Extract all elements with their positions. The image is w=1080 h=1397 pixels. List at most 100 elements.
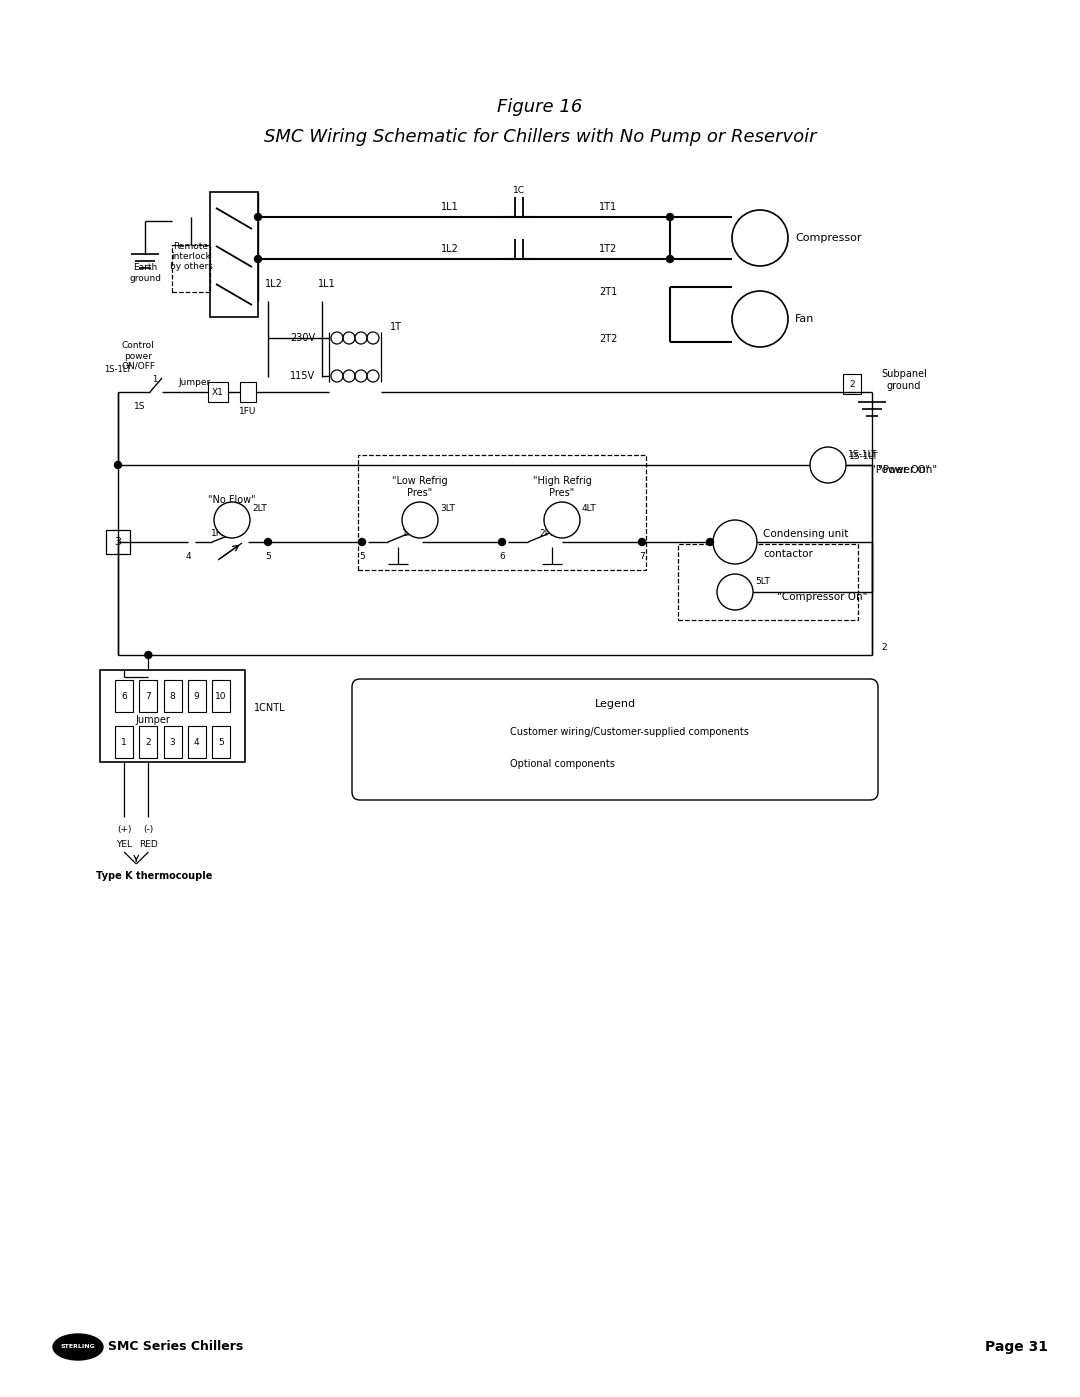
Circle shape: [114, 461, 121, 468]
Text: 8: 8: [170, 692, 175, 700]
Bar: [163, 726, 181, 759]
Text: YEL: YEL: [117, 840, 132, 848]
Circle shape: [732, 291, 788, 346]
Text: 4LT: 4LT: [582, 503, 597, 513]
Bar: [208, 381, 228, 402]
Text: "No Flow": "No Flow": [208, 495, 256, 504]
Bar: [116, 680, 133, 712]
Text: 4: 4: [193, 738, 200, 746]
Text: 1S-1LT: 1S-1LT: [848, 450, 878, 458]
Text: 115V: 115V: [289, 372, 315, 381]
Text: RED: RED: [139, 840, 158, 848]
Text: Page 31: Page 31: [985, 1340, 1048, 1354]
Text: Customer wiring/Customer-supplied components: Customer wiring/Customer-supplied compon…: [510, 726, 748, 738]
Circle shape: [732, 210, 788, 265]
Text: 6: 6: [121, 692, 127, 700]
Text: R: R: [417, 515, 423, 524]
Bar: [212, 680, 230, 712]
Bar: [210, 191, 258, 317]
Text: 1T2: 1T2: [599, 244, 617, 254]
Text: R: R: [229, 515, 235, 524]
FancyBboxPatch shape: [352, 679, 878, 800]
Bar: [678, 543, 858, 620]
Text: 9: 9: [193, 692, 200, 700]
Text: 3LT: 3LT: [440, 503, 455, 513]
Circle shape: [255, 256, 261, 263]
Text: Subpanel
ground: Subpanel ground: [881, 369, 927, 391]
Text: Fan: Fan: [795, 314, 814, 324]
Ellipse shape: [53, 1334, 103, 1361]
Text: 3: 3: [114, 536, 121, 548]
Circle shape: [255, 214, 261, 221]
Text: G: G: [731, 588, 739, 597]
Circle shape: [717, 574, 753, 610]
Bar: [843, 374, 861, 394]
Text: contactor: contactor: [762, 549, 813, 559]
Text: 2LT: 2LT: [252, 503, 267, 513]
Text: 1: 1: [121, 738, 127, 746]
Bar: [212, 726, 230, 759]
Text: 5: 5: [218, 738, 224, 746]
Bar: [139, 726, 158, 759]
Text: (-): (-): [144, 824, 153, 834]
Text: Control
power
ON/OFF: Control power ON/OFF: [121, 341, 156, 370]
Text: SMC Wiring Schematic for Chillers with No Pump or Reservoir: SMC Wiring Schematic for Chillers with N…: [264, 129, 816, 147]
Circle shape: [666, 256, 674, 263]
Text: 7: 7: [639, 552, 645, 560]
Text: 7: 7: [146, 692, 151, 700]
Text: 2: 2: [146, 738, 151, 746]
Text: 1: 1: [152, 374, 158, 384]
Bar: [116, 726, 133, 759]
Circle shape: [810, 447, 846, 483]
Text: G: G: [824, 461, 832, 469]
Text: Jumper: Jumper: [135, 715, 170, 725]
Text: STERLING: STERLING: [60, 1344, 95, 1350]
Text: 2PS: 2PS: [540, 529, 556, 538]
Text: 1T1: 1T1: [599, 203, 617, 212]
Text: 1S: 1S: [134, 401, 146, 411]
Text: Type K thermocouple: Type K thermocouple: [96, 870, 213, 882]
Text: 1L1: 1L1: [318, 279, 336, 289]
Text: 1PS: 1PS: [402, 529, 418, 538]
Text: 5LT: 5LT: [755, 577, 770, 585]
Text: 2T2: 2T2: [598, 334, 617, 344]
Text: 1T: 1T: [390, 321, 402, 332]
Text: 1L2: 1L2: [265, 279, 283, 289]
Bar: [106, 529, 130, 555]
Text: 2MTR: 2MTR: [747, 314, 772, 324]
Bar: [163, 680, 181, 712]
Text: 2: 2: [881, 643, 887, 651]
Text: 1L2: 1L2: [441, 244, 459, 254]
Text: Condensing unit: Condensing unit: [762, 529, 849, 539]
Circle shape: [145, 651, 152, 658]
Text: Legend: Legend: [594, 698, 635, 710]
Text: R: R: [558, 515, 565, 524]
Text: (+): (+): [117, 824, 132, 834]
Circle shape: [706, 538, 714, 545]
Bar: [240, 381, 256, 402]
Circle shape: [214, 502, 249, 538]
Text: Compressor: Compressor: [795, 233, 862, 243]
Text: 2T1: 2T1: [599, 286, 617, 298]
Bar: [357, 455, 646, 570]
Circle shape: [713, 520, 757, 564]
Circle shape: [666, 214, 674, 221]
Text: "High Refrig
Pres": "High Refrig Pres": [532, 476, 592, 497]
Text: 1C: 1C: [513, 186, 525, 194]
Text: 1S-1LT: 1S-1LT: [849, 451, 879, 461]
Text: Remote
interlock
by others: Remote interlock by others: [170, 242, 213, 271]
Bar: [139, 680, 158, 712]
Text: Earth
ground: Earth ground: [129, 263, 161, 282]
Text: 230V: 230V: [289, 332, 315, 344]
Text: Optional components: Optional components: [510, 759, 615, 768]
Text: 6: 6: [499, 552, 504, 560]
Text: "Low Refrig
Pres": "Low Refrig Pres": [392, 476, 448, 497]
Text: 1FLS: 1FLS: [212, 528, 233, 538]
Bar: [188, 726, 205, 759]
Text: 10: 10: [215, 692, 227, 700]
Text: 5: 5: [360, 552, 365, 560]
Text: 1S-1LT: 1S-1LT: [105, 366, 132, 374]
Text: 3: 3: [170, 738, 175, 746]
Text: SMC Series Chillers: SMC Series Chillers: [108, 1341, 243, 1354]
Text: Jumper: Jumper: [179, 377, 211, 387]
